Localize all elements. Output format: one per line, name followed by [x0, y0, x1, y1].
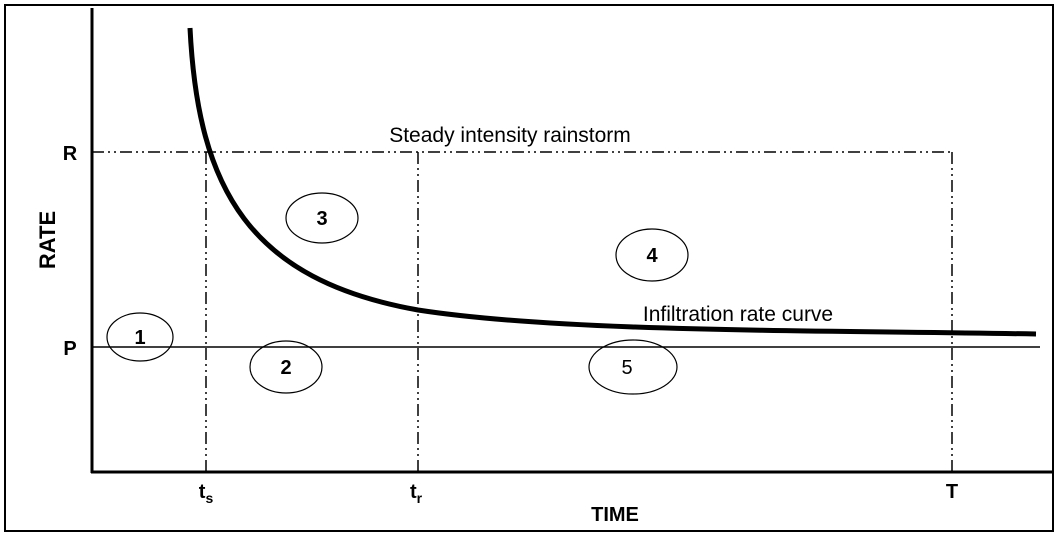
- ts-label: ts: [199, 481, 214, 506]
- infiltration-curve: [187, 27, 1037, 337]
- region-circle: [249, 340, 323, 394]
- tr-label: tr: [410, 481, 423, 506]
- infiltration-label: Infiltration rate curve: [643, 303, 833, 326]
- region-circle: [106, 312, 174, 362]
- ts-main: t: [199, 481, 206, 503]
- region-label: 2: [280, 357, 291, 379]
- p-label: P: [63, 338, 76, 360]
- region-circle: [588, 339, 678, 395]
- t-label: T: [946, 481, 958, 503]
- rainstorm-label: Steady intensity rainstorm: [389, 124, 631, 147]
- y-axis-label: RATE: [35, 211, 60, 269]
- ts-sub: s: [205, 490, 213, 506]
- region-label: 4: [646, 245, 658, 267]
- region-label: 3: [316, 208, 327, 230]
- region-label: 5: [621, 357, 632, 379]
- tr-main: t: [410, 481, 417, 503]
- region-circle: [615, 228, 689, 282]
- region-circle: [285, 192, 359, 244]
- frame: [4, 4, 1054, 532]
- tr-sub: r: [417, 490, 423, 506]
- x-axis-label: TIME: [591, 504, 639, 526]
- region-label: 1: [134, 327, 145, 349]
- r-label: R: [63, 143, 78, 165]
